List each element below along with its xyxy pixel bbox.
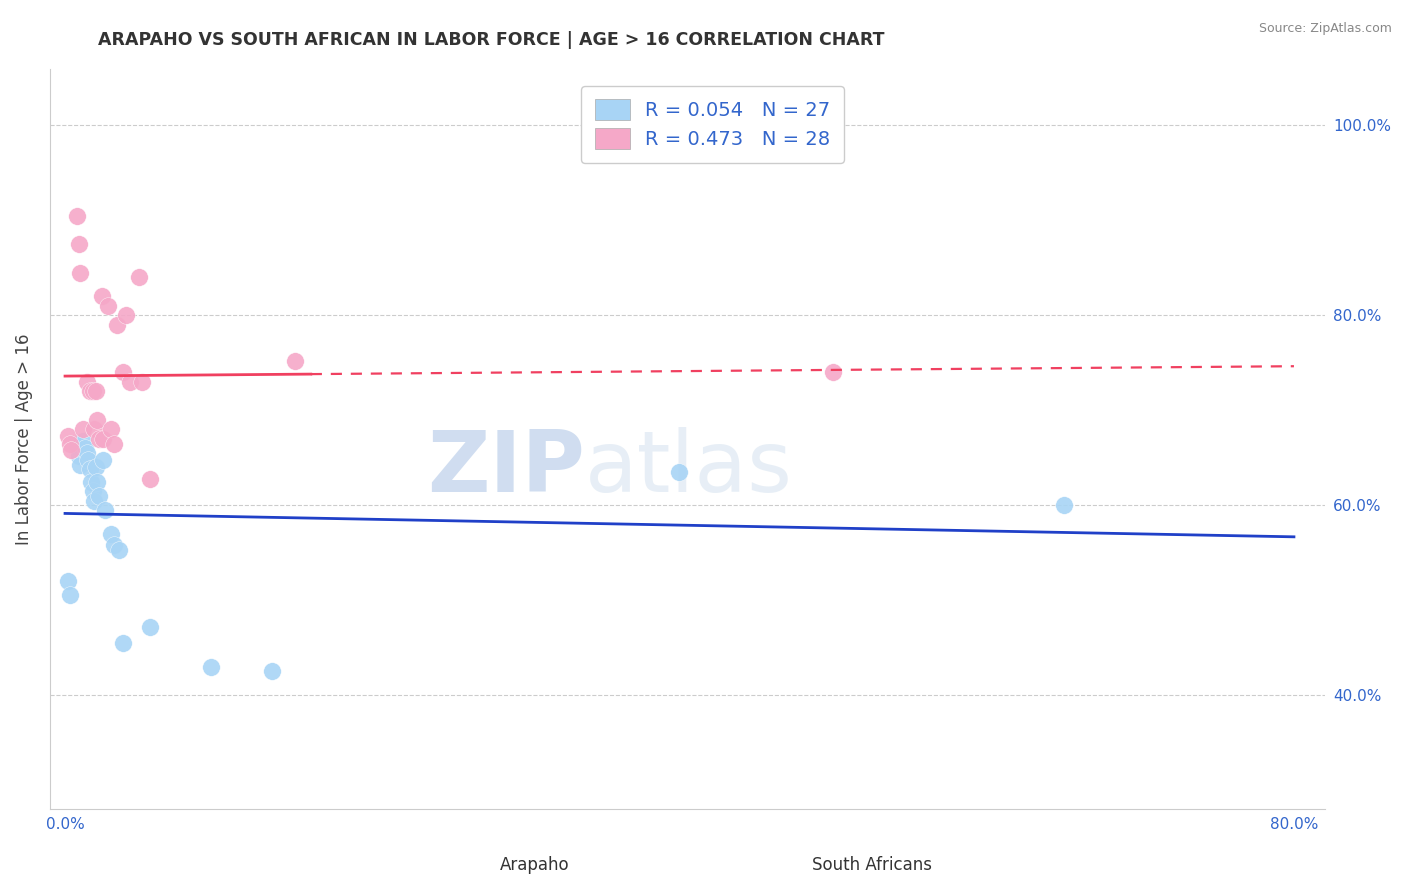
Point — [105, 318, 128, 332]
Point — [103, 538, 125, 552]
Point — [83, 422, 105, 436]
Point — [97, 299, 120, 313]
Text: ZIP: ZIP — [427, 427, 585, 510]
Point — [83, 493, 105, 508]
Point — [69, 458, 91, 473]
Point — [823, 365, 845, 379]
Point — [94, 503, 117, 517]
Point — [84, 460, 107, 475]
Point — [59, 589, 82, 603]
Point — [67, 237, 90, 252]
Point — [86, 475, 108, 489]
Text: South Africans: South Africans — [811, 855, 932, 873]
Text: Source: ZipAtlas.com: Source: ZipAtlas.com — [1258, 22, 1392, 36]
Point — [77, 452, 100, 467]
Point — [107, 542, 129, 557]
Point — [87, 489, 110, 503]
Point — [100, 526, 122, 541]
Point — [93, 432, 115, 446]
Point — [59, 436, 82, 450]
Point — [100, 422, 122, 436]
Point — [284, 354, 307, 368]
Y-axis label: In Labor Force | Age > 16: In Labor Force | Age > 16 — [15, 333, 32, 544]
Point — [73, 442, 96, 456]
Point — [128, 270, 150, 285]
Point — [262, 665, 284, 679]
Point — [72, 422, 94, 436]
Point — [76, 375, 98, 389]
Point — [103, 436, 125, 450]
Legend: R = 0.054   N = 27, R = 0.473   N = 28: R = 0.054 N = 27, R = 0.473 N = 28 — [581, 86, 844, 163]
Point — [79, 384, 101, 399]
Point — [131, 375, 153, 389]
Point — [79, 462, 101, 476]
Point — [1052, 498, 1074, 512]
Point — [69, 266, 91, 280]
Point — [84, 384, 107, 399]
Point — [76, 446, 98, 460]
Point — [87, 432, 110, 446]
Point — [56, 574, 79, 589]
Point — [138, 472, 160, 486]
Point — [56, 429, 79, 443]
Point — [82, 384, 104, 399]
Point — [60, 443, 83, 458]
Text: ARAPAHO VS SOUTH AFRICAN IN LABOR FORCE | AGE > 16 CORRELATION CHART: ARAPAHO VS SOUTH AFRICAN IN LABOR FORCE … — [98, 31, 884, 49]
Point — [82, 483, 104, 498]
Point — [72, 434, 94, 448]
Point — [118, 375, 141, 389]
Point — [66, 436, 89, 450]
Text: Arapaho: Arapaho — [499, 855, 569, 873]
Point — [115, 309, 138, 323]
Point — [90, 289, 112, 303]
Point — [668, 465, 690, 479]
Text: atlas: atlas — [585, 427, 793, 510]
Point — [80, 475, 103, 489]
Point — [112, 636, 135, 650]
Point — [66, 209, 89, 223]
Point — [138, 620, 160, 634]
Point — [86, 413, 108, 427]
Point — [112, 365, 135, 379]
Point — [200, 659, 222, 673]
Point — [93, 452, 115, 467]
Point — [67, 449, 90, 463]
